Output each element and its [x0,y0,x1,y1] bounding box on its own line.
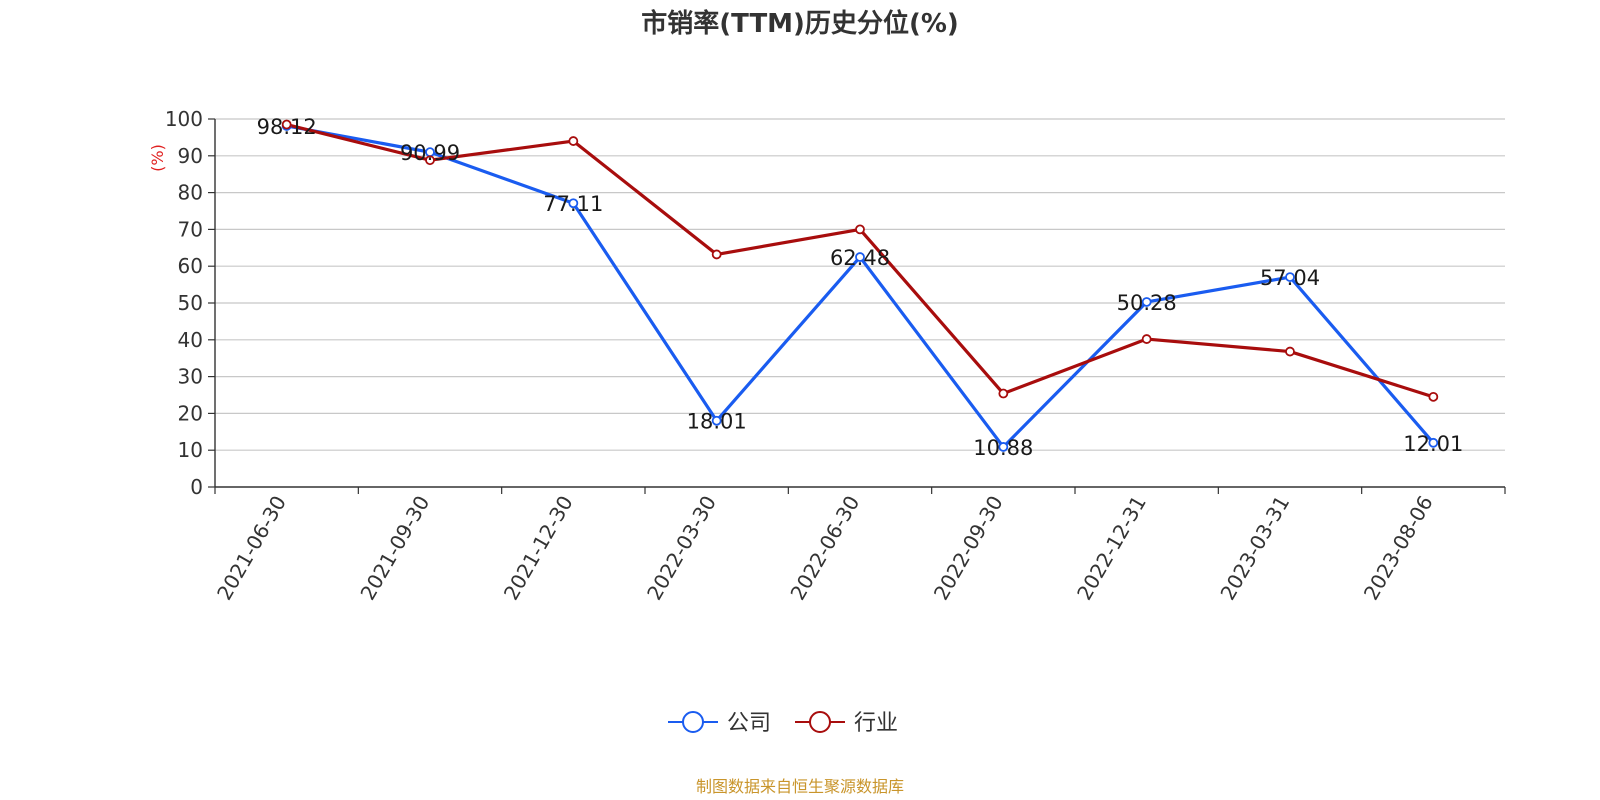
legend-marker [809,711,831,733]
data-label: 18.01 [687,410,747,434]
y-tick-label: 10 [178,438,203,462]
series-point-1[interactable] [425,155,435,166]
legend-marker [682,711,704,733]
y-tick-labels: 0 10 20 30 40 50 60 70 80 90 100 [165,107,203,499]
x-tick-label: 2021-09-30 [355,492,434,605]
data-label: 50.28 [1117,291,1177,315]
series-point-0[interactable] [1285,272,1295,282]
legend-item-1[interactable]: 行业 [795,711,898,736]
y-tick-label: 90 [178,144,203,168]
y-tick-label: 80 [178,181,203,205]
data-label: 77.11 [543,192,603,216]
x-tick-label: 2022-06-30 [785,492,864,605]
y-tick-label: 0 [190,475,203,499]
chart-title: 市销率(TTM)历史分位(%) [641,8,959,39]
y-tick-label: 50 [178,291,203,315]
legend-item-0[interactable]: 公司 [668,711,771,736]
y-tick-label: 30 [178,365,203,389]
x-tick-labels: 2021-06-30 2021-09-30 2021-12-30 2022-03-30… [212,491,1438,604]
series-point-0[interactable] [711,415,722,426]
series-point-1[interactable] [1428,391,1439,402]
x-tick-label: 2022-03-30 [642,492,721,605]
data-label: 12.01 [1403,432,1463,456]
data-label: 62.48 [830,246,890,270]
legend-label: 公司 [727,711,771,736]
y-tick-label: 60 [178,254,203,278]
x-tick-label: 2021-06-30 [212,492,291,605]
series-point-1[interactable] [568,136,579,146]
data-label: 90.99 [400,141,460,165]
series-point-0[interactable] [998,442,1009,452]
y-axis-label: (%) [148,144,167,172]
series-point-1[interactable] [1141,334,1152,344]
x-tick-label: 2021-12-30 [499,492,578,605]
series-point-1[interactable] [281,119,292,130]
x-tick-label: 2022-12-31 [1072,492,1151,605]
x-tick-label: 2022-09-30 [929,491,1008,604]
source-note: 制图数据来自恒生聚源数据库 [696,777,904,796]
grid-lines [215,118,1505,451]
series-point-0[interactable] [1141,297,1152,307]
data-label: 10.88 [973,436,1033,460]
legend[interactable]: 公司 行业 [668,711,898,736]
series-point-1[interactable] [711,249,722,260]
series-point-1[interactable] [998,388,1009,399]
series-point-0[interactable] [568,198,579,209]
axes [208,118,1506,494]
y-tick-label: 70 [178,217,203,241]
y-tick-label: 100 [165,107,203,131]
series-point-0[interactable] [1428,437,1439,448]
data-labels: 98.12 90.99 77.11 18.01 62.48 10.88 50.28 57.04… [257,115,1464,460]
series-group [281,119,1439,452]
y-tick-label: 20 [178,401,203,425]
x-tick-label: 2023-03-31 [1215,492,1294,605]
data-label: 57.04 [1260,266,1320,290]
series-point-1[interactable] [1285,346,1295,357]
data-label: 98.12 [257,115,317,139]
x-tick-label: 2023-08-06 [1359,492,1438,605]
series-point-1[interactable] [855,224,865,235]
legend-label: 行业 [854,711,898,736]
series-point-0[interactable] [855,252,865,262]
y-tick-label: 40 [178,328,203,352]
